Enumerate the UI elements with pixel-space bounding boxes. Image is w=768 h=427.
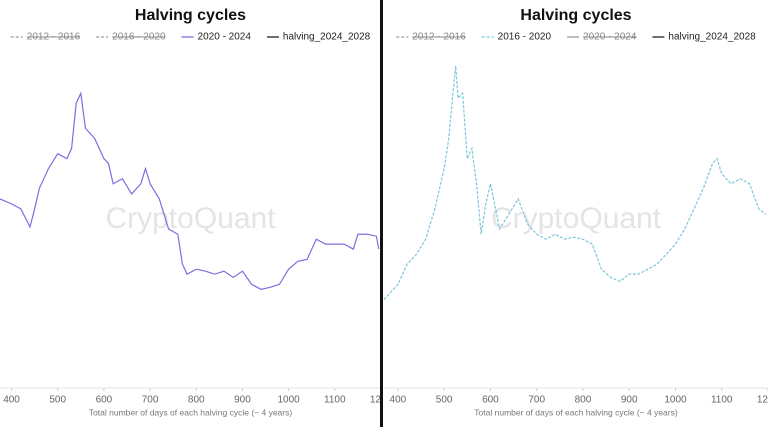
series-line <box>384 65 767 300</box>
legend-label[interactable]: 2012 - 2016 <box>27 32 81 43</box>
watermark: CryptoQuant <box>491 202 662 235</box>
series-line <box>0 91 380 290</box>
x-tick-label: 1200 <box>757 395 768 406</box>
legend-label[interactable]: 2016 - 2020 <box>498 32 552 43</box>
legend-label[interactable]: halving_2024_2028 <box>668 32 756 43</box>
x-tick-label: 400 <box>3 395 20 406</box>
x-tick-label: 1000 <box>278 395 301 406</box>
x-axis-label: Total number of days of each halving cyc… <box>474 407 678 417</box>
legend-label[interactable]: 2012 - 2016 <box>412 32 466 43</box>
x-tick-label: 900 <box>234 395 251 406</box>
x-tick-label: 1200 <box>370 395 381 406</box>
legend-label[interactable]: 2020 - 2024 <box>198 32 252 43</box>
watermark: CryptoQuant <box>105 202 276 235</box>
x-tick-label: 800 <box>575 395 592 406</box>
x-tick-label: 700 <box>142 395 159 406</box>
x-tick-label: 900 <box>621 395 638 406</box>
x-tick-label: 1000 <box>664 395 687 406</box>
legend: 2012 - 2016 2016 - 2020 2020 - 2024 halving… <box>396 32 756 43</box>
x-tick-label: 400 <box>390 395 407 406</box>
divider <box>380 0 383 427</box>
x-tick-label: 1100 <box>324 395 346 406</box>
x-tick-label: 600 <box>482 395 499 406</box>
chart-panel: Halving cycles CryptoQuant 2012 - 2016 2016… <box>0 7 381 417</box>
legend: 2012 - 2016 2016 - 2020 2020 - 2024 halving… <box>10 32 371 43</box>
chart-title: Halving cycles <box>520 7 631 24</box>
legend-label[interactable]: 2016 - 2020 <box>112 32 166 43</box>
x-tick-label: 500 <box>49 395 66 406</box>
chart-panel: Halving cycles CryptoQuant 2012 - 2016 2016… <box>384 7 768 417</box>
x-tick-label: 800 <box>188 395 205 406</box>
x-axis-label: Total number of days of each halving cyc… <box>89 407 293 417</box>
chart-title: Halving cycles <box>135 7 246 24</box>
x-tick-label: 600 <box>96 395 113 406</box>
legend-label[interactable]: halving_2024_2028 <box>283 32 371 43</box>
x-tick-label: 1100 <box>711 395 733 406</box>
x-tick-label: 700 <box>528 395 545 406</box>
x-tick-label: 500 <box>436 395 453 406</box>
legend-label[interactable]: 2020 - 2024 <box>583 32 637 43</box>
